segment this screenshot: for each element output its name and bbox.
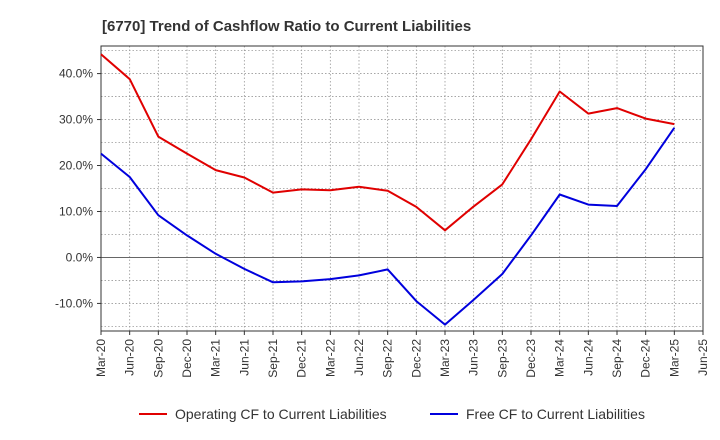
legend-label-operating-cf: Operating CF to Current Liabilities: [175, 406, 387, 422]
y-tick-label: 30.0%: [59, 113, 93, 127]
x-tick-label: Dec-22: [409, 339, 423, 378]
plot-area: [100, 45, 704, 332]
x-tick-label: Sep-22: [381, 339, 395, 378]
x-tick-label: Mar-24: [553, 339, 567, 377]
y-tick-label: 0.0%: [66, 250, 94, 264]
x-tick-label: Dec-20: [180, 339, 194, 378]
x-tick-label: Jun-24: [581, 339, 595, 376]
x-tick-label: Jun-20: [123, 339, 137, 376]
y-tick-label: 20.0%: [59, 159, 93, 173]
y-tick-label: 40.0%: [59, 67, 93, 81]
y-tick-label: -10.0%: [55, 296, 93, 310]
y-tick-label: 10.0%: [59, 204, 93, 218]
x-tick-label: Sep-20: [151, 339, 165, 378]
x-tick-label: Dec-24: [639, 339, 653, 378]
series-line-operating-cf: [100, 53, 675, 232]
x-tick-label: Mar-21: [209, 339, 223, 377]
x-tick-label: Jun-22: [352, 339, 366, 376]
chart-title: [6770] Trend of Cashflow Ratio to Curren…: [102, 18, 471, 35]
x-tick-label: Mar-22: [323, 339, 337, 377]
x-tick-label: Sep-23: [495, 339, 509, 378]
x-axis-ticks: Mar-20 Jun-20 Sep-20 Dec-20 Mar-21 Jun-21 Sep-…: [94, 331, 710, 378]
x-tick-label: Mar-20: [94, 339, 108, 377]
x-tick-label: Mar-25: [667, 339, 681, 377]
legend-label-free-cf: Free CF to Current Liabilities: [466, 406, 645, 422]
x-tick-label: Jun-25: [696, 339, 710, 376]
series-line-free-cf: [100, 127, 676, 326]
legend: Operating CF to Current Liabilities Free…: [139, 406, 645, 422]
horizontal-gridlines: [101, 50, 703, 327]
x-tick-label: Jun-21: [237, 339, 251, 376]
x-tick-label: Dec-21: [295, 339, 309, 378]
x-tick-label: Mar-23: [438, 339, 452, 377]
y-axis-ticks: 40.0% 30.0% 20.0% 10.0% 0.0% -10.0%: [55, 67, 101, 310]
x-tick-label: Dec-23: [524, 339, 538, 378]
plot-frame: [100, 45, 704, 332]
series-lines: [100, 53, 676, 326]
x-tick-label: Sep-24: [610, 339, 624, 378]
x-tick-label: Jun-23: [467, 339, 481, 376]
x-tick-label: Sep-21: [266, 339, 280, 378]
